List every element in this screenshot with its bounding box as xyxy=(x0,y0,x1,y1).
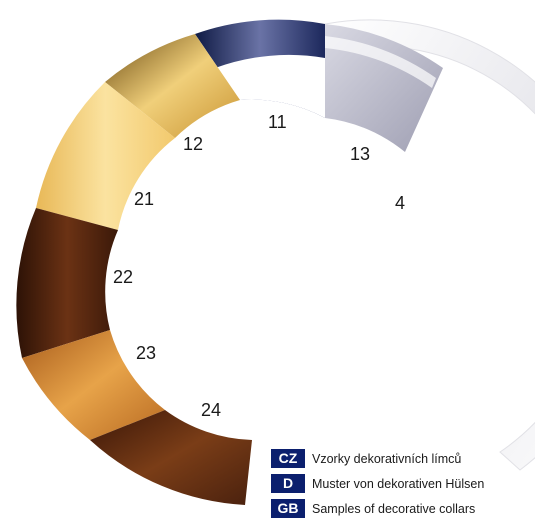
ring-segment-21 xyxy=(36,82,175,230)
legend-text-d: Muster von dekorativen Hülsen xyxy=(312,476,485,491)
label-21: 21 xyxy=(134,189,154,209)
label-12: 12 xyxy=(183,134,203,154)
legend-row-gb: GB Samples of decorative collars xyxy=(271,496,535,521)
legend-row-cz: CZ Vzorky dekorativních límců xyxy=(271,446,535,471)
legend-text-gb: Samples of decorative collars xyxy=(312,501,476,516)
legend-row-d: D Muster von dekorativen Hülsen xyxy=(271,471,535,496)
label-4: 4 xyxy=(395,193,405,213)
ring-segment-24 xyxy=(90,410,252,505)
language-badge-cz: CZ xyxy=(271,449,305,468)
label-23: 23 xyxy=(136,343,156,363)
language-badge-gb: GB xyxy=(271,499,305,518)
ring-segment-4 xyxy=(324,19,535,471)
ring-segment-11-inner xyxy=(215,54,325,118)
label-22: 22 xyxy=(113,267,133,287)
ring-segment-23 xyxy=(22,330,165,440)
ring-segment-22 xyxy=(16,208,118,358)
ring-segment-13 xyxy=(325,24,443,152)
language-legend: CZ Vzorky dekorativních límců D Muster v… xyxy=(271,446,535,521)
language-badge-d: D xyxy=(271,474,305,493)
label-13: 13 xyxy=(350,144,370,164)
ring-segment-12 xyxy=(105,34,240,138)
ring-segment-13-highlight xyxy=(325,36,436,88)
legend-text-cz: Vzorky dekorativních límců xyxy=(312,451,462,466)
label-24: 24 xyxy=(201,400,221,420)
label-11: 11 xyxy=(268,112,287,132)
